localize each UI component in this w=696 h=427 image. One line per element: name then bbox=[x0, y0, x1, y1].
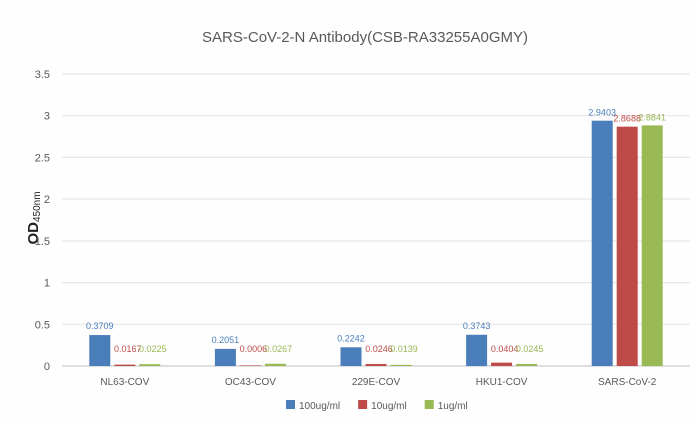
bar bbox=[466, 334, 488, 366]
y-tick-label: 3.5 bbox=[35, 69, 50, 81]
data-label: 0.0139 bbox=[390, 344, 418, 354]
legend-label: 100ug/ml bbox=[299, 401, 340, 412]
x-tick-label: OC43-COV bbox=[225, 377, 276, 388]
y-axis-label-main: OD bbox=[25, 222, 42, 245]
y-tick-label: 1 bbox=[44, 278, 50, 290]
data-label: 0.0006 bbox=[240, 344, 268, 354]
x-axis-ticks: NL63-COV OC43-COV 229E-COV HKU1-COV SARS-CoV… bbox=[100, 377, 656, 388]
bar bbox=[390, 364, 412, 366]
bars bbox=[89, 120, 663, 366]
bar bbox=[365, 363, 387, 366]
legend: 100ug/ml 10ug/ml 1ug/ml bbox=[286, 400, 468, 412]
x-tick-label: 229E-COV bbox=[352, 377, 401, 388]
bar bbox=[239, 365, 261, 366]
bar bbox=[89, 335, 111, 366]
data-label: 2.8841 bbox=[638, 112, 666, 122]
data-label: 0.0404 bbox=[491, 344, 519, 354]
data-label: 0.3709 bbox=[86, 321, 114, 331]
bar bbox=[340, 347, 362, 366]
legend-label: 10ug/ml bbox=[371, 401, 407, 412]
y-tick-label: 2 bbox=[44, 194, 50, 206]
y-tick-label: 2.5 bbox=[35, 152, 50, 164]
y-axis-label: OD450nm bbox=[25, 191, 43, 244]
legend-swatch bbox=[358, 400, 368, 409]
y-axis-ticks: 0 0.5 1 1.5 2 2.5 3 3.5 bbox=[35, 69, 50, 373]
data-label: 0.2242 bbox=[337, 333, 365, 343]
bar bbox=[591, 120, 613, 366]
legend-swatch bbox=[286, 400, 295, 409]
chart-title: SARS-CoV-2-N Antibody(CSB-RA33255A0GMY) bbox=[202, 29, 528, 46]
bar bbox=[264, 363, 286, 366]
data-label: 0.3743 bbox=[463, 321, 491, 331]
legend-swatch bbox=[424, 400, 434, 409]
y-axis-label-subscript: 450nm bbox=[32, 191, 43, 222]
data-label: 0.0246 bbox=[365, 344, 393, 354]
data-label: 2.8688 bbox=[613, 114, 641, 124]
bar bbox=[214, 348, 236, 366]
x-tick-label: NL63-COV bbox=[100, 377, 149, 388]
bar bbox=[139, 364, 161, 366]
x-tick-label: HKU1-COV bbox=[476, 377, 528, 388]
bar bbox=[641, 125, 663, 366]
data-label: 0.0225 bbox=[139, 344, 167, 354]
y-tick-label: 1.5 bbox=[35, 236, 50, 248]
data-label: 2.9403 bbox=[588, 108, 616, 118]
bar bbox=[114, 364, 136, 366]
grid-lines bbox=[62, 73, 690, 367]
data-label: 0.0267 bbox=[265, 344, 293, 354]
data-label: 0.2051 bbox=[212, 335, 240, 345]
data-label: 0.0167 bbox=[114, 344, 142, 354]
y-tick-label: 3 bbox=[44, 111, 50, 123]
bar bbox=[491, 362, 513, 366]
y-tick-label: 0.5 bbox=[35, 319, 50, 331]
x-tick-label: SARS-CoV-2 bbox=[598, 377, 657, 388]
y-tick-label: 0 bbox=[44, 361, 50, 373]
data-label: 0.0245 bbox=[516, 344, 544, 354]
bar bbox=[516, 363, 538, 366]
bar bbox=[616, 126, 638, 366]
legend-label: 1ug/ml bbox=[438, 401, 468, 412]
